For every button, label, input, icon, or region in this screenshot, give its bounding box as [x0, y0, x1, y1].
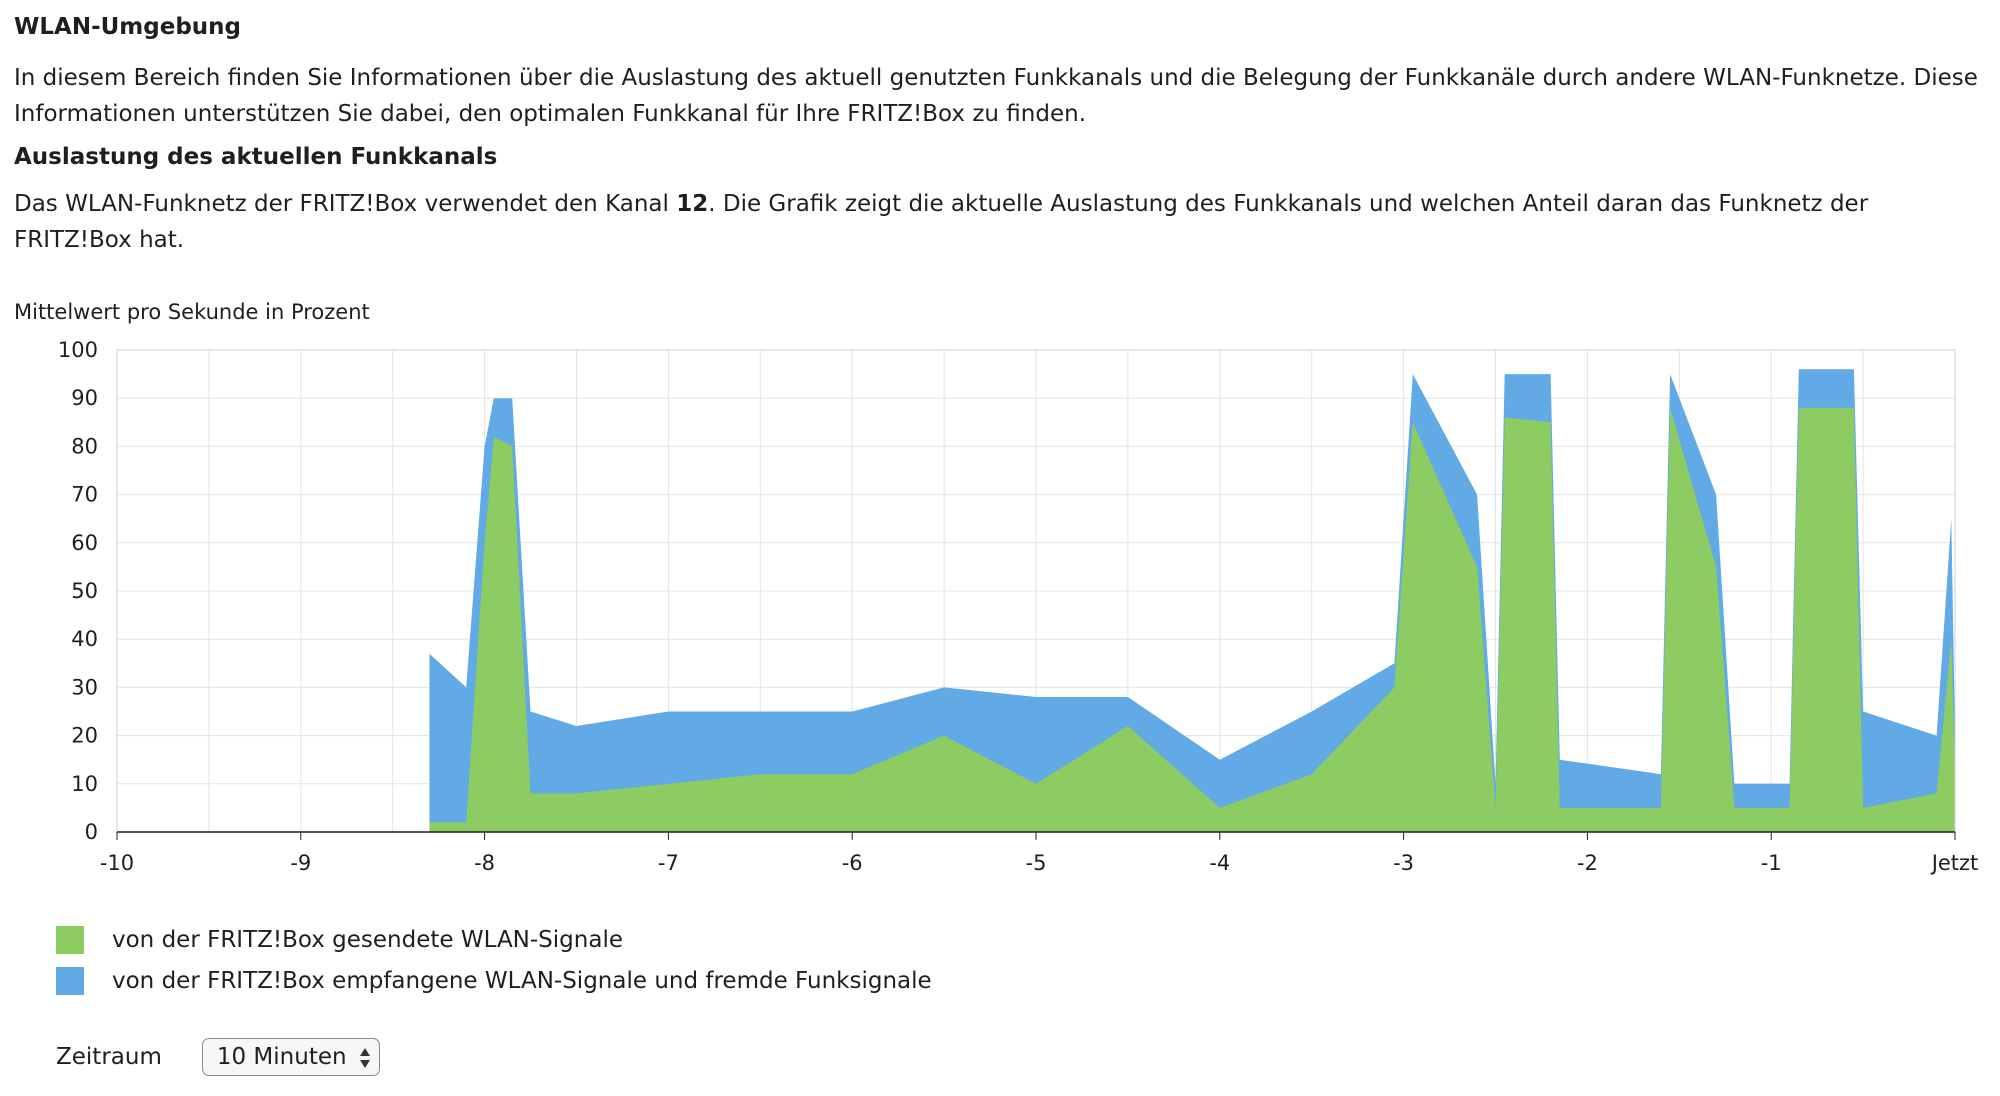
y-tick-label: 100	[58, 338, 98, 362]
legend-item-received: von der FRITZ!Box empfangene WLAN-Signal…	[56, 961, 932, 1001]
y-tick-label: 20	[71, 724, 98, 748]
y-tick-label: 50	[71, 579, 98, 603]
legend-label-sent: von der FRITZ!Box gesendete WLAN-Signale	[112, 927, 623, 953]
channel-text-before: Das WLAN-Funknetz der FRITZ!Box verwende…	[14, 191, 677, 217]
up-down-arrows-icon	[359, 1048, 370, 1068]
channel-text-after: . Die Grafik zeigt die aktuelle Auslastu…	[14, 191, 1869, 253]
y-tick-label: 30	[71, 675, 98, 699]
chart-y-ticks: 0 10 20 30 40 50 60 70 80 90 100	[58, 338, 98, 844]
chart-legend: von der FRITZ!Box gesendete WLAN-Signale…	[56, 920, 932, 1002]
x-tick-label: -9	[290, 851, 311, 875]
legend-swatch-sent	[56, 926, 84, 954]
section-title: WLAN-Umgebung	[14, 14, 242, 40]
x-tick-label: -1	[1761, 851, 1782, 875]
x-tick-label: -6	[842, 851, 863, 875]
channel-usage-text: Das WLAN-Funknetz der FRITZ!Box verwende…	[14, 186, 1989, 258]
legend-swatch-received	[56, 967, 84, 995]
channel-usage-chart: 0 10 20 30 40 50 60 70 80 90 100 -10 -9 -8 -7 -6 -5 -4 -3…	[58, 338, 1978, 875]
period-select[interactable]: 10 Minuten	[201, 1038, 380, 1076]
series-received-area	[429, 369, 1956, 832]
x-tick-label: -2	[1577, 851, 1598, 875]
x-tick-label: -3	[1393, 851, 1414, 875]
x-tick-label: -8	[474, 851, 495, 875]
y-tick-label: 80	[71, 434, 98, 458]
x-tick-label: -10	[100, 851, 134, 875]
chart-y-axis-label: Mittelwert pro Sekunde in Prozent	[14, 300, 370, 324]
channel-usage-title: Auslastung des aktuellen Funkkanals	[14, 144, 498, 170]
x-tick-label: -7	[658, 851, 679, 875]
x-tick-label: -4	[1209, 851, 1230, 875]
y-tick-label: 90	[71, 386, 98, 410]
x-tick-label: -5	[1026, 851, 1047, 875]
period-control: Zeitraum 10 Minuten	[56, 1038, 380, 1076]
series-sent-area	[429, 407, 1956, 832]
y-tick-label: 60	[71, 531, 98, 555]
channel-number: 12	[676, 191, 709, 217]
y-tick-label: 10	[71, 772, 98, 796]
y-tick-label: 0	[85, 820, 98, 844]
x-tick-label: Jetzt	[1930, 851, 1979, 875]
y-tick-label: 70	[71, 483, 98, 507]
chart-x-ticks: -10 -9 -8 -7 -6 -5 -4 -3 -2 -1 Jetzt	[100, 832, 1978, 875]
legend-item-sent: von der FRITZ!Box gesendete WLAN-Signale	[56, 920, 932, 960]
y-tick-label: 40	[71, 627, 98, 651]
period-select-value: 10 Minuten	[216, 1044, 347, 1070]
section-intro: In diesem Bereich finden Sie Information…	[14, 65, 1978, 127]
period-label: Zeitraum	[56, 1044, 162, 1070]
chart-areas	[429, 369, 1956, 832]
legend-label-received: von der FRITZ!Box empfangene WLAN-Signal…	[112, 968, 932, 994]
